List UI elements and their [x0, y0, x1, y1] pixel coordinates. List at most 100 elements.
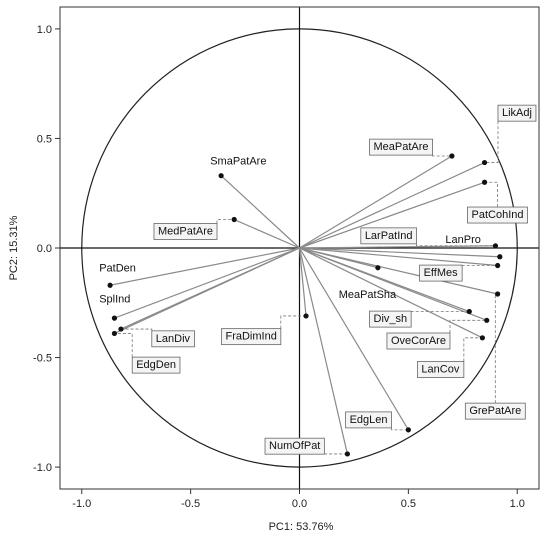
label-text-lanpro: LanPro	[445, 234, 480, 246]
label-lanpro: LanPro	[445, 234, 480, 246]
label-text-edgden: EdgDen	[136, 359, 176, 371]
point-landiv	[118, 326, 124, 332]
point-medpatare	[231, 216, 237, 223]
label-splind: SplInd	[99, 293, 130, 305]
leader-likadj	[484, 121, 499, 163]
leader-patcohind	[484, 181, 498, 208]
label-landiv: LanDiv	[151, 330, 195, 348]
vector-fradimind	[298, 247, 307, 316]
label-patden: PatDen	[99, 263, 136, 275]
label-text-medpatare: MedPatAre	[158, 225, 213, 237]
leader-larpatind	[416, 243, 496, 247]
vector-numofpat	[298, 247, 348, 455]
label-box-patcohind	[467, 206, 528, 224]
vector-edgden	[114, 247, 300, 334]
leader-medpatare	[216, 219, 235, 224]
point-ovecorare	[484, 317, 490, 323]
point-lanpro	[497, 254, 503, 260]
loading-points	[107, 153, 503, 457]
label-text-meapatare: MeaPatAre	[374, 141, 429, 153]
vector-likadj	[299, 162, 485, 249]
label-numofpat: NumOfPat	[264, 437, 325, 455]
point-edglen	[405, 427, 411, 433]
label-leaders	[114, 121, 499, 455]
label-box-numofpat	[264, 437, 325, 455]
point-likadj	[481, 159, 488, 166]
vector-meapatare	[299, 155, 453, 249]
y-tick-label: -1.0	[33, 462, 52, 474]
label-box-medpatare	[153, 223, 218, 240]
point-div-sh	[466, 308, 472, 315]
label-box-effmes	[419, 264, 463, 282]
vector-lancov	[299, 247, 483, 339]
y-tick-label: 0.5	[37, 133, 52, 145]
label-box-lancov	[417, 361, 465, 378]
label-box-likadj	[497, 104, 537, 122]
leader-meapatare	[432, 155, 452, 157]
vector-effmes	[299, 247, 498, 267]
label-meapatare: MeaPatAre	[369, 138, 433, 156]
label-patcohind: PatCohInd	[467, 206, 528, 224]
point-numofpat	[344, 451, 350, 457]
leader-edgden	[114, 333, 133, 358]
vector-larpatind	[299, 245, 496, 249]
label-meapatsha: MeaPatSha	[339, 289, 397, 301]
point-patden	[107, 282, 113, 288]
vector-patden	[109, 247, 300, 286]
point-meapatsha	[375, 265, 381, 271]
vector-ovecorare	[299, 247, 487, 321]
axes: -1.0 -0.5 0.0 0.5 1.0 -1.0 -0.5 0.0 0.5 1.0	[33, 6, 540, 510]
leader-lancov	[463, 337, 483, 362]
label-box-meapatare	[369, 138, 433, 156]
label-grepatare: GrePatAre	[464, 402, 526, 420]
label-text-edglen: EdgLen	[350, 414, 388, 426]
label-smapatare: SmaPatAre	[210, 155, 266, 167]
point-patcohind	[481, 179, 488, 185]
vector-edglen	[298, 247, 409, 431]
label-box-fradimind	[221, 328, 282, 346]
vector-patcohind	[299, 181, 485, 249]
point-lancov	[479, 335, 485, 341]
label-box-edgden	[131, 356, 181, 374]
label-box-div-sh	[369, 310, 412, 328]
x-axis-title: PC1: 53.76%	[269, 521, 334, 533]
point-fradimind	[303, 313, 309, 319]
label-box-landiv	[151, 330, 195, 348]
label-text-lancov: LanCov	[421, 364, 459, 376]
point-meapatare	[449, 153, 455, 159]
label-larpatind: LarPatInd	[360, 227, 417, 245]
x-tick-label: -1.0	[72, 498, 91, 510]
label-text-likadj: LikAdj	[502, 107, 532, 119]
leader-grepatare	[494, 293, 498, 404]
vector-medpatare	[233, 218, 300, 249]
label-text-larpatind: LarPatInd	[365, 230, 413, 242]
y-tick-label: -0.5	[33, 353, 52, 365]
label-box-larpatind	[360, 227, 417, 245]
point-grepatare	[495, 291, 501, 297]
label-text-effmes: EffMes	[424, 267, 459, 279]
point-effmes	[495, 262, 501, 269]
label-text-smapatare: SmaPatAre	[210, 155, 266, 167]
label-div-sh: Div_sh	[369, 310, 412, 328]
x-tick-label: -0.5	[181, 498, 200, 510]
vector-splind	[114, 247, 300, 319]
label-lancov: LanCov	[417, 361, 465, 378]
point-splind	[111, 315, 118, 321]
x-tick-label: 1.0	[510, 498, 525, 510]
label-text-grepatare: GrePatAre	[469, 405, 521, 417]
leader-landiv	[120, 328, 153, 331]
label-ovecorare: OveCorAre	[386, 332, 451, 350]
label-effmes: EffMes	[419, 264, 463, 282]
label-box-edglen	[345, 411, 392, 429]
label-edgden: EdgDen	[131, 356, 181, 374]
point-larpatind	[492, 243, 499, 249]
leader-edglen	[391, 427, 409, 431]
loading-vectors	[109, 155, 500, 455]
label-text-splind: SplInd	[99, 293, 130, 305]
label-text-patcohind: PatCohInd	[472, 209, 524, 221]
label-medpatare: MedPatAre	[153, 223, 218, 240]
x-tick-label: 0.5	[401, 498, 416, 510]
label-likadj: LikAdj	[497, 104, 537, 122]
variable-labels: LikAdj MeaPatAre PatCohInd LarPatInd LanPro E…	[99, 104, 537, 455]
leader-ovecorare	[449, 319, 487, 334]
